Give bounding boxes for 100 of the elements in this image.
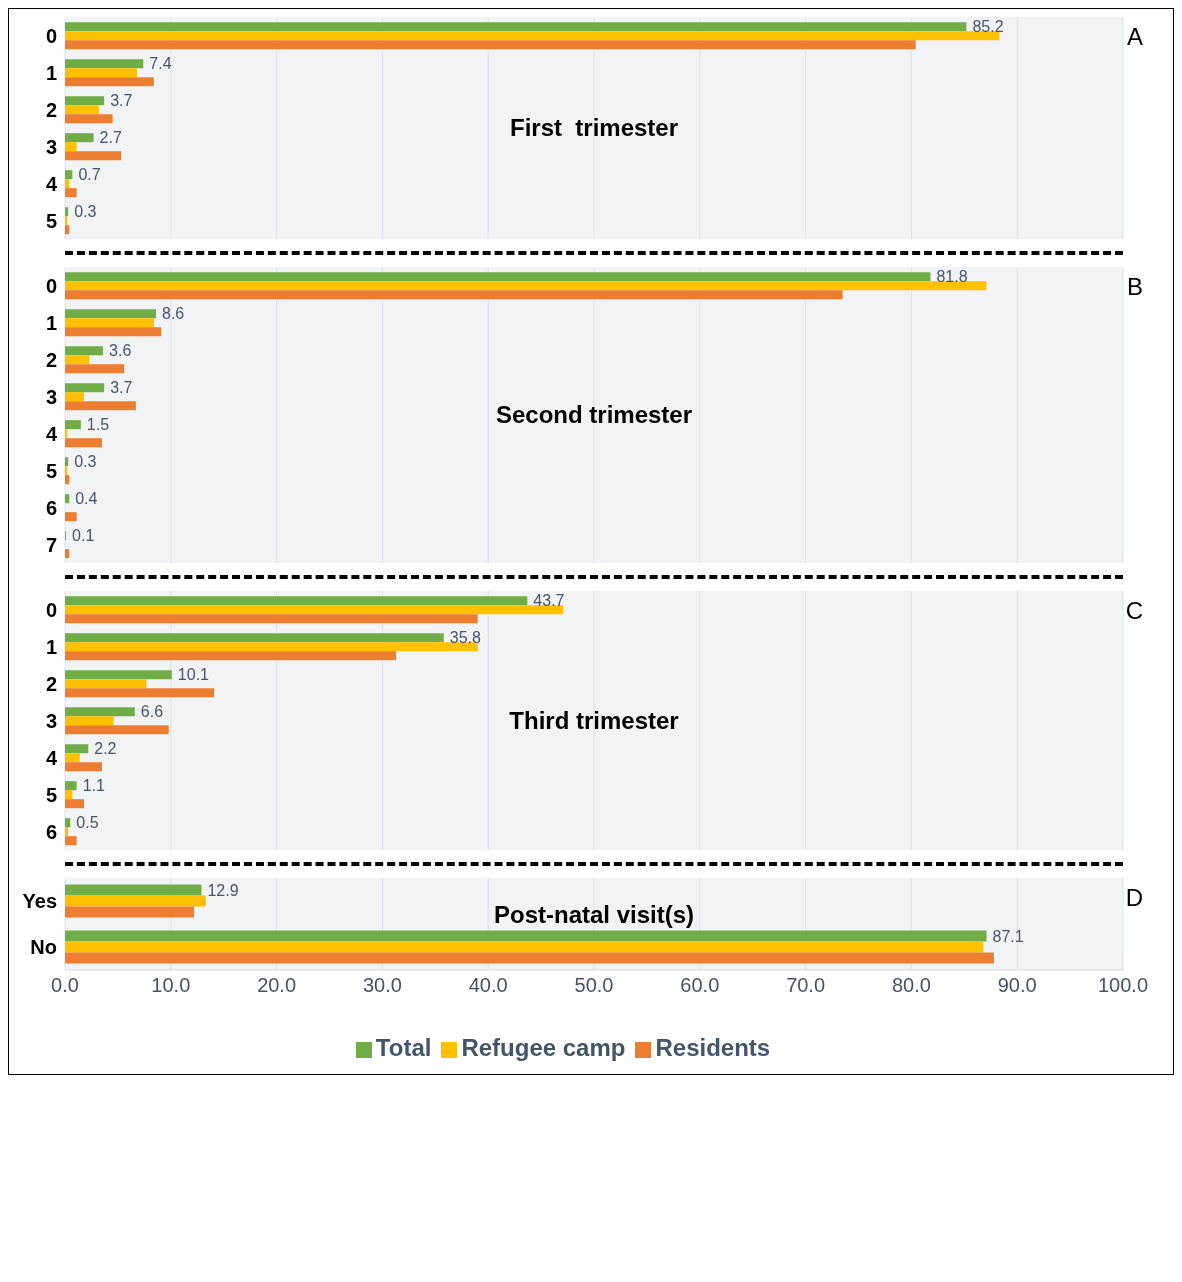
bar xyxy=(65,318,154,328)
x-tick-label: 70.0 xyxy=(786,974,826,997)
bar xyxy=(65,744,89,754)
bar xyxy=(65,59,144,69)
x-tick-label: 20.0 xyxy=(257,974,297,997)
text: A xyxy=(1126,23,1143,51)
bar xyxy=(65,290,843,300)
legend-label: Total xyxy=(375,1034,432,1061)
y-tick-label: 7 xyxy=(45,533,57,556)
y-tick-label: 3 xyxy=(45,135,57,158)
y-tick-label: 1 xyxy=(45,61,57,84)
bar xyxy=(65,383,105,393)
bar xyxy=(65,309,156,319)
bar xyxy=(65,781,77,791)
text: First trimester xyxy=(509,114,679,141)
y-tick-label: 1 xyxy=(45,635,57,658)
bar xyxy=(65,105,99,115)
y-tick-label: 0 xyxy=(45,24,57,47)
data-label: 0.5 xyxy=(76,814,99,832)
bar xyxy=(65,827,69,837)
x-tick-label: 60.0 xyxy=(680,974,720,997)
y-tick-label: 3 xyxy=(45,709,57,732)
text: Post-natal visit(s) xyxy=(492,901,695,929)
bar xyxy=(65,790,73,800)
data-label: 12.9 xyxy=(207,881,239,899)
y-tick-label: 0 xyxy=(45,274,57,297)
x-tick-label: 100.0 xyxy=(1097,974,1149,997)
y-tick-label: 2 xyxy=(45,98,57,121)
x-tick-label: 30.0 xyxy=(362,974,402,997)
x-tick-label: 0.0 xyxy=(51,974,79,997)
y-tick-label: 6 xyxy=(45,820,57,843)
y-tick-label: 4 xyxy=(45,746,58,769)
bar xyxy=(65,281,987,291)
bar xyxy=(65,114,113,124)
data-label: 0.4 xyxy=(75,490,98,508)
data-label: 1.1 xyxy=(82,777,105,795)
bar xyxy=(65,96,105,106)
text: Second trimester xyxy=(495,401,693,428)
bar xyxy=(65,930,987,942)
y-tick-label: 5 xyxy=(45,209,57,232)
data-label: 2.2 xyxy=(94,740,117,758)
x-tick-label: 10.0 xyxy=(151,974,191,997)
data-label: 0.7 xyxy=(78,166,101,184)
bar xyxy=(65,179,70,189)
data-label: 0.1 xyxy=(72,527,95,545)
bar xyxy=(65,494,70,504)
bar xyxy=(65,884,202,896)
bar xyxy=(65,895,206,907)
y-tick-label: 3 xyxy=(45,385,57,408)
y-tick-label: 2 xyxy=(45,672,57,695)
bar xyxy=(65,633,444,643)
data-label: 8.6 xyxy=(161,305,185,323)
bar xyxy=(65,716,114,726)
bar xyxy=(65,906,195,918)
y-tick-label: 1 xyxy=(45,311,57,334)
bar xyxy=(65,355,90,365)
bar xyxy=(65,207,69,217)
bar xyxy=(65,642,478,652)
bar xyxy=(65,753,80,763)
bar xyxy=(65,670,172,680)
bar xyxy=(65,762,103,772)
bar xyxy=(65,605,564,615)
bar xyxy=(65,512,77,522)
bar xyxy=(65,31,1000,41)
bar xyxy=(65,941,984,953)
y-tick-label: 4 xyxy=(45,172,58,195)
data-label: 0.3 xyxy=(74,453,97,471)
y-tick-label: No xyxy=(30,936,57,959)
bar xyxy=(65,188,77,198)
bar xyxy=(65,151,122,161)
x-tick-label: 90.0 xyxy=(997,974,1037,997)
bar xyxy=(65,952,994,964)
text: D xyxy=(1125,884,1143,912)
y-tick-label: 5 xyxy=(45,783,57,806)
data-label: 10.1 xyxy=(177,666,210,684)
bar xyxy=(65,364,125,374)
bar xyxy=(65,596,528,606)
bar xyxy=(65,818,71,828)
text: B xyxy=(1126,273,1143,301)
bar xyxy=(65,142,77,152)
bar xyxy=(65,401,136,411)
data-label: 1.5 xyxy=(86,416,110,434)
y-tick-label: 5 xyxy=(45,459,57,482)
bar xyxy=(65,40,916,50)
bar xyxy=(65,392,85,402)
data-label: 3.7 xyxy=(110,92,133,110)
bar xyxy=(65,272,931,282)
bar xyxy=(65,22,967,32)
y-tick-label: 4 xyxy=(45,422,58,445)
bar xyxy=(65,475,70,485)
data-label: 0.3 xyxy=(74,203,97,221)
bar xyxy=(65,438,103,448)
bar xyxy=(65,466,68,476)
bar xyxy=(65,549,70,559)
bar xyxy=(65,836,77,846)
bar xyxy=(65,133,94,143)
bar xyxy=(65,457,69,467)
legend-label: Residents xyxy=(655,1034,771,1061)
x-tick-label: 80.0 xyxy=(891,974,931,997)
bar xyxy=(65,170,73,180)
